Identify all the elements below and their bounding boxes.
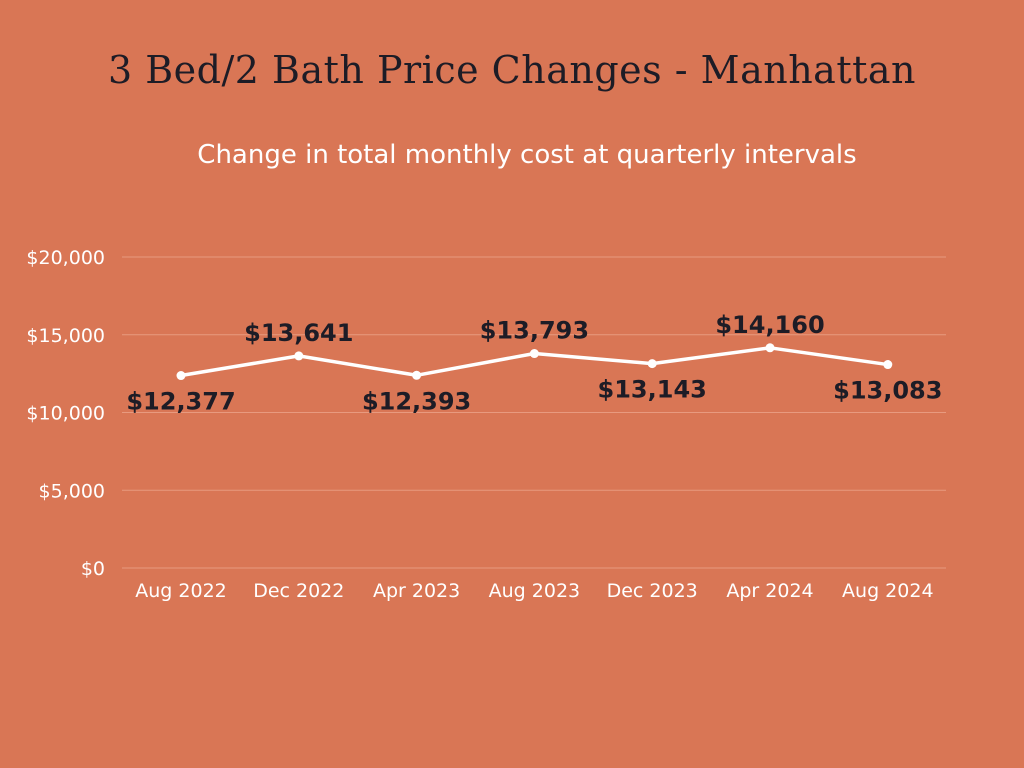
x-tick-label: Dec 2022	[253, 580, 344, 602]
data-label: $13,083	[833, 377, 942, 405]
data-label: $14,160	[715, 311, 824, 339]
y-tick-label: $10,000	[26, 403, 105, 425]
y-tick-labels: $0 $5,000 $10,000 $15,000 $20,000	[26, 247, 105, 580]
data-point	[647, 359, 657, 369]
y-tick-label: $20,000	[26, 247, 105, 269]
y-tick-label: $5,000	[39, 480, 105, 502]
x-tick-label: Aug 2022	[135, 580, 227, 602]
data-point	[765, 343, 775, 353]
data-label: $13,793	[480, 317, 589, 345]
x-tick-label: Aug 2023	[489, 580, 581, 602]
y-tick-label: $15,000	[26, 325, 105, 347]
gridlines	[122, 256, 946, 569]
data-point	[294, 351, 304, 361]
x-tick-label: Apr 2023	[373, 580, 460, 602]
data-point	[529, 349, 539, 359]
data-label: $12,377	[126, 388, 235, 416]
chart-subtitle: Change in total monthly cost at quarterl…	[197, 140, 857, 170]
x-tick-label: Aug 2024	[842, 580, 934, 602]
y-tick-label: $0	[81, 558, 105, 580]
chart-title: 3 Bed/2 Bath Price Changes - Manhattan	[107, 48, 917, 92]
data-points	[176, 343, 893, 381]
data-point	[176, 371, 186, 381]
data-label: $13,143	[598, 376, 707, 404]
data-point	[412, 370, 422, 380]
data-label: $13,641	[244, 319, 353, 347]
x-tick-label: Dec 2023	[607, 580, 698, 602]
data-label: $12,393	[362, 387, 471, 415]
x-tick-labels: Aug 2022 Dec 2022 Apr 2023 Aug 2023 Dec 2023…	[135, 580, 933, 602]
data-labels: $12,377 $13,641 $12,393 $13,793 $13,143 $14,1…	[126, 311, 942, 416]
x-tick-label: Apr 2024	[726, 580, 813, 602]
data-point	[883, 360, 893, 370]
